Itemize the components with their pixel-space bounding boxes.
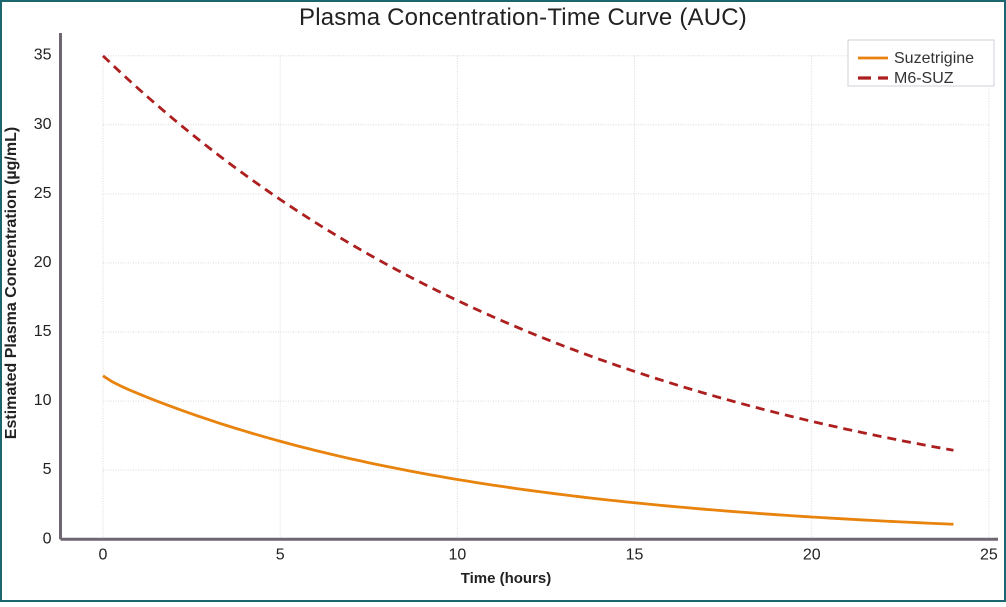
svg-text:0: 0 [99, 546, 108, 563]
svg-text:0: 0 [43, 530, 52, 547]
svg-text:10: 10 [34, 392, 52, 409]
svg-text:15: 15 [626, 546, 644, 563]
svg-text:5: 5 [43, 461, 52, 478]
svg-text:10: 10 [448, 546, 466, 563]
svg-text:Suzetrigine: Suzetrigine [894, 50, 974, 67]
svg-text:20: 20 [34, 254, 52, 271]
svg-text:30: 30 [34, 116, 52, 133]
svg-text:M6-SUZ: M6-SUZ [894, 70, 954, 87]
svg-text:5: 5 [276, 546, 285, 563]
svg-text:20: 20 [803, 546, 821, 563]
svg-text:Estimated Plasma Concentration: Estimated Plasma Concentration (µg/mL) [3, 127, 20, 439]
svg-text:15: 15 [34, 323, 52, 340]
svg-text:25: 25 [980, 546, 998, 563]
svg-text:25: 25 [34, 185, 52, 202]
svg-text:35: 35 [34, 47, 52, 64]
